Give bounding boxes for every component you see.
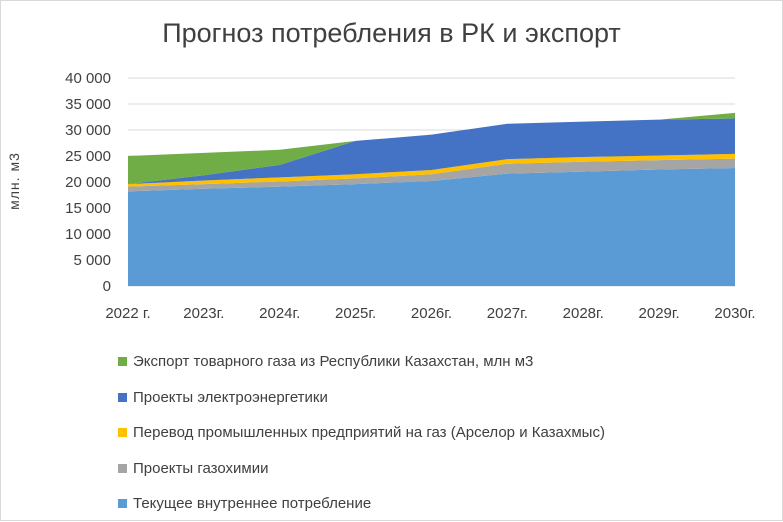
y-tick-label: 5 000 xyxy=(73,252,111,269)
area-series-1 xyxy=(128,158,735,192)
y-tick-label: 15 000 xyxy=(65,200,111,217)
legend-swatch xyxy=(118,392,127,402)
x-tick-label: 2023г. xyxy=(183,305,224,322)
area-series-2 xyxy=(128,153,735,187)
y-tick-label: 10 000 xyxy=(65,226,111,243)
legend-item: Проекты электроэнергетики xyxy=(118,380,605,416)
legend-swatch xyxy=(118,463,127,473)
x-tick-label: 2027г. xyxy=(487,305,528,322)
x-tick-labels: 2022 г. 2023г. 2024г. 2025г. 2026г. 2027г. 202… xyxy=(105,305,755,322)
y-tick-label: 35 000 xyxy=(65,96,111,113)
y-tick-label: 30 000 xyxy=(65,122,111,139)
area-series xyxy=(128,112,735,286)
legend-swatch xyxy=(118,499,127,509)
area-series-3 xyxy=(128,118,735,185)
legend-item: Текущее внутреннее потребление xyxy=(118,486,605,522)
legend: Экспорт товарного газа из Республики Каз… xyxy=(118,344,605,522)
legend-label: Текущее внутреннее потребление xyxy=(133,495,372,513)
y-tick-label: 25 000 xyxy=(65,148,111,165)
x-tick-label: 2022 г. xyxy=(105,305,150,322)
y-tick-label: 40 000 xyxy=(65,70,111,87)
legend-item: Перевод промышленных предприятий на газ … xyxy=(118,415,605,451)
legend-item: Проекты газохимии xyxy=(118,451,605,487)
legend-swatch xyxy=(118,428,127,438)
area-series-4 xyxy=(128,112,735,185)
legend-label: Экспорт товарного газа из Республики Каз… xyxy=(133,353,534,371)
legend-swatch xyxy=(118,357,127,367)
x-tick-label: 2025г. xyxy=(335,305,376,322)
x-tick-label: 2026г. xyxy=(411,305,452,322)
chart-title: Прогноз потребления в РК и экспорт xyxy=(162,18,621,48)
area-series-0 xyxy=(128,167,735,286)
legend-label: Перевод промышленных предприятий на газ … xyxy=(133,424,605,442)
x-tick-label: 2028г. xyxy=(563,305,604,322)
y-tick-labels: 0 5 000 10 000 15 000 20 000 25 000 30 000 35 0… xyxy=(65,70,111,295)
y-tick-label: 0 xyxy=(103,278,111,295)
legend-item: Экспорт товарного газа из Республики Каз… xyxy=(118,344,605,380)
y-tick-label: 20 000 xyxy=(65,174,111,191)
legend-label: Проекты газохимии xyxy=(133,459,269,477)
x-tick-label: 2024г. xyxy=(259,305,300,322)
x-tick-label: 2029г. xyxy=(639,305,680,322)
legend-label: Проекты электроэнергетики xyxy=(133,388,328,406)
x-tick-label: 2030г. xyxy=(714,305,755,322)
